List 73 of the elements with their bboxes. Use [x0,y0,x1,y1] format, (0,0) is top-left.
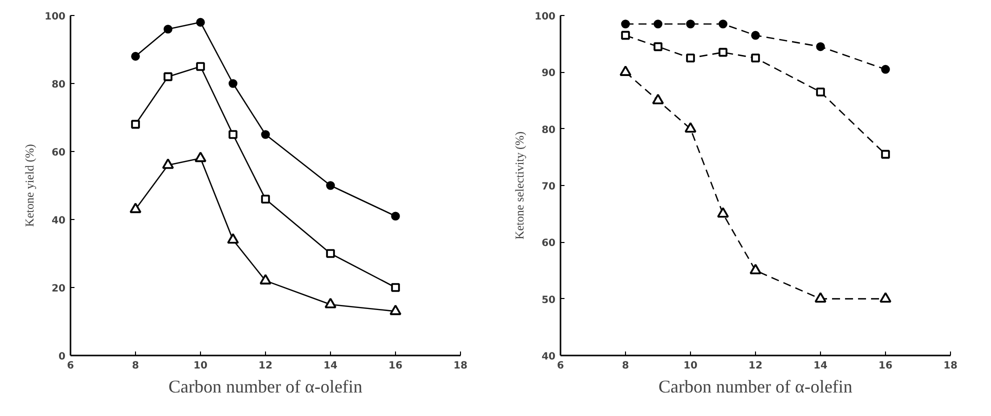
x-axis-title: Carbon number of α-olefin [658,376,852,396]
y-tick-label: 40 [52,216,66,226]
point [751,54,760,62]
y-tick-label: 40 [542,352,556,362]
point [686,54,695,62]
point [227,233,239,244]
point [326,249,335,258]
point [881,64,890,74]
point [131,120,140,129]
point [228,79,238,88]
point [391,283,400,292]
y-tick-label: 60 [52,148,66,158]
y-tick-label: 20 [52,284,66,294]
point [228,130,238,139]
point [654,20,662,28]
point [390,304,402,316]
point [816,88,825,96]
x-tick-label: 14 [324,360,338,372]
y-tick-label: 80 [52,80,66,90]
x-tick-label: 14 [814,360,828,372]
y-tick-label: 80 [542,124,556,136]
point [814,292,826,303]
point [164,24,172,34]
x-tick-label: 8 [622,360,630,372]
point [750,264,762,274]
point [751,30,760,40]
y-tick-label: 100 [44,12,66,22]
point [684,122,696,133]
point [718,48,728,57]
point [326,181,335,190]
y-axis-title: Ketone yield (%) [22,144,37,227]
x-tick-label: 6 [557,360,564,372]
point [652,94,664,104]
y-tick-label: 70 [542,182,556,192]
x-tick-label: 18 [454,360,468,372]
x-tick-label: 10 [194,360,208,372]
point [196,62,205,71]
point [816,42,825,52]
point [260,274,272,284]
point [131,52,140,61]
point [654,42,662,52]
x-tick-label: 12 [748,360,762,372]
x-tick-label: 16 [388,360,402,372]
y-axis-title: Ketone selectivity (%) [512,132,527,240]
y-tick-label: 90 [542,68,556,80]
point [620,65,632,76]
x-tick-label: 8 [132,360,140,372]
y-tick-label: 100 [534,12,556,22]
point [686,20,695,28]
x-tick-label: 16 [878,360,892,372]
y-tick-label: 50 [542,294,556,306]
point [164,72,172,82]
point [261,130,270,139]
point [621,30,630,40]
point [881,150,890,159]
point [717,207,729,218]
point [162,158,174,169]
point [880,292,892,303]
x-axis-title: Carbon number of α-olefin [168,376,362,396]
point [324,298,336,308]
y-tick-label: 60 [542,238,556,250]
point [621,20,630,28]
point [391,212,400,220]
point [261,194,270,204]
x-tick-label: 10 [684,360,698,372]
x-tick-label: 18 [944,360,958,372]
point [130,202,142,214]
y-tick-label: 0 [58,352,66,362]
point [194,152,206,162]
point [196,18,205,27]
point [718,20,728,28]
x-tick-label: 6 [67,360,74,372]
x-tick-label: 12 [258,360,272,372]
